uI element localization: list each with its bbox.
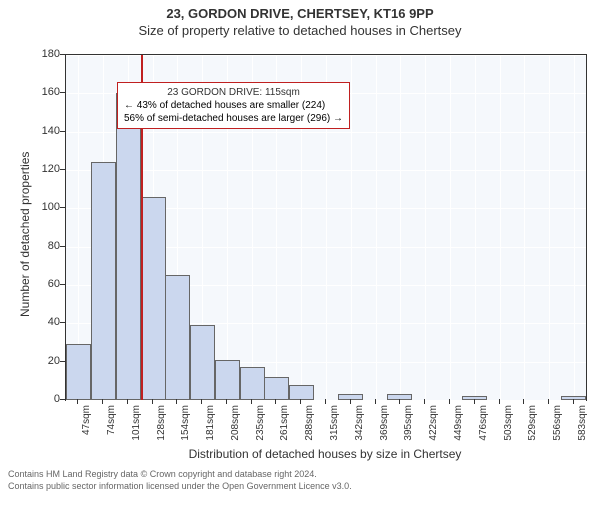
y-tick-label: 40 [35, 316, 60, 328]
x-tick-mark [424, 399, 425, 404]
annotation-box: 23 GORDON DRIVE: 115sqm ← 43% of detache… [117, 82, 350, 129]
x-tick-mark [523, 399, 524, 404]
chart-title-sub: Size of property relative to detached ho… [0, 23, 600, 38]
x-tick-label: 449sqm [453, 405, 464, 441]
x-tick-label: 556sqm [552, 405, 563, 441]
y-tick-mark [60, 284, 65, 285]
x-tick-label: 422sqm [428, 405, 439, 441]
x-tick-label: 208sqm [230, 405, 241, 441]
x-tick-label: 128sqm [156, 405, 167, 441]
footer-line-1: Contains HM Land Registry data © Crown c… [8, 469, 352, 481]
y-tick-mark [60, 207, 65, 208]
x-tick-mark [77, 399, 78, 404]
x-tick-label: 235sqm [255, 405, 266, 441]
x-tick-label: 369sqm [379, 405, 390, 441]
gridline-vertical [500, 55, 501, 400]
histogram-bar [462, 396, 487, 400]
x-tick-mark [127, 399, 128, 404]
histogram-bar [561, 396, 586, 400]
x-tick-mark [300, 399, 301, 404]
x-tick-mark [449, 399, 450, 404]
x-tick-mark [226, 399, 227, 404]
x-tick-label: 315sqm [329, 405, 340, 441]
x-tick-label: 395sqm [403, 405, 414, 441]
histogram-bar [66, 344, 91, 400]
gridline-horizontal [66, 400, 586, 401]
x-tick-mark [275, 399, 276, 404]
x-tick-label: 74sqm [106, 405, 117, 435]
x-tick-label: 181sqm [205, 405, 216, 441]
histogram-bar [387, 394, 412, 400]
x-tick-label: 476sqm [478, 405, 489, 441]
histogram-bar [338, 394, 363, 400]
histogram-bar [190, 325, 215, 400]
y-tick-mark [60, 169, 65, 170]
y-tick-mark [60, 131, 65, 132]
x-tick-label: 101sqm [131, 405, 142, 441]
histogram-bar [240, 367, 265, 400]
y-tick-label: 20 [35, 355, 60, 367]
x-tick-mark [474, 399, 475, 404]
x-tick-mark [573, 399, 574, 404]
y-tick-label: 60 [35, 278, 60, 290]
x-tick-mark [251, 399, 252, 404]
y-tick-mark [60, 322, 65, 323]
y-tick-mark [60, 54, 65, 55]
histogram-bar [116, 93, 141, 400]
x-tick-mark [399, 399, 400, 404]
x-tick-label: 154sqm [180, 405, 191, 441]
y-tick-label: 140 [35, 125, 60, 137]
y-tick-label: 160 [35, 86, 60, 98]
histogram-bar [289, 385, 314, 400]
gridline-vertical [549, 55, 550, 400]
x-tick-mark [548, 399, 549, 404]
y-tick-mark [60, 399, 65, 400]
y-tick-label: 0 [35, 393, 60, 405]
gridline-vertical [425, 55, 426, 400]
x-tick-label: 47sqm [81, 405, 92, 435]
histogram-bar [264, 377, 289, 400]
x-tick-label: 529sqm [527, 405, 538, 441]
histogram-bar [165, 275, 190, 400]
y-tick-mark [60, 246, 65, 247]
x-tick-mark [201, 399, 202, 404]
gridline-vertical [376, 55, 377, 400]
footer-attribution: Contains HM Land Registry data © Crown c… [8, 469, 352, 492]
x-tick-label: 583sqm [577, 405, 588, 441]
x-tick-mark [375, 399, 376, 404]
gridline-vertical [400, 55, 401, 400]
y-tick-mark [60, 361, 65, 362]
histogram-bar [91, 162, 116, 400]
gridline-vertical [475, 55, 476, 400]
y-axis-label: Number of detached properties [18, 151, 32, 316]
y-tick-label: 100 [35, 201, 60, 213]
x-tick-label: 503sqm [503, 405, 514, 441]
x-tick-mark [102, 399, 103, 404]
x-tick-mark [499, 399, 500, 404]
y-tick-mark [60, 92, 65, 93]
footer-line-2: Contains public sector information licen… [8, 481, 352, 493]
x-tick-mark [350, 399, 351, 404]
annotation-title: 23 GORDON DRIVE: 115sqm [124, 86, 343, 99]
gridline-vertical [574, 55, 575, 400]
x-tick-mark [325, 399, 326, 404]
histogram-bar [141, 197, 166, 400]
annotation-line-larger: 56% of semi-detached houses are larger (… [124, 112, 343, 125]
x-tick-mark [176, 399, 177, 404]
x-tick-mark [152, 399, 153, 404]
y-tick-label: 120 [35, 163, 60, 175]
annotation-line-smaller: ← 43% of detached houses are smaller (22… [124, 99, 343, 112]
gridline-vertical [351, 55, 352, 400]
y-tick-label: 80 [35, 240, 60, 252]
x-tick-label: 261sqm [279, 405, 290, 441]
x-axis-label: Distribution of detached houses by size … [65, 447, 585, 461]
x-tick-label: 288sqm [304, 405, 315, 441]
y-tick-label: 180 [35, 48, 60, 60]
gridline-vertical [450, 55, 451, 400]
histogram-bar [215, 360, 240, 400]
x-tick-label: 342sqm [354, 405, 365, 441]
gridline-vertical [524, 55, 525, 400]
chart-title-main: 23, GORDON DRIVE, CHERTSEY, KT16 9PP [0, 6, 600, 21]
